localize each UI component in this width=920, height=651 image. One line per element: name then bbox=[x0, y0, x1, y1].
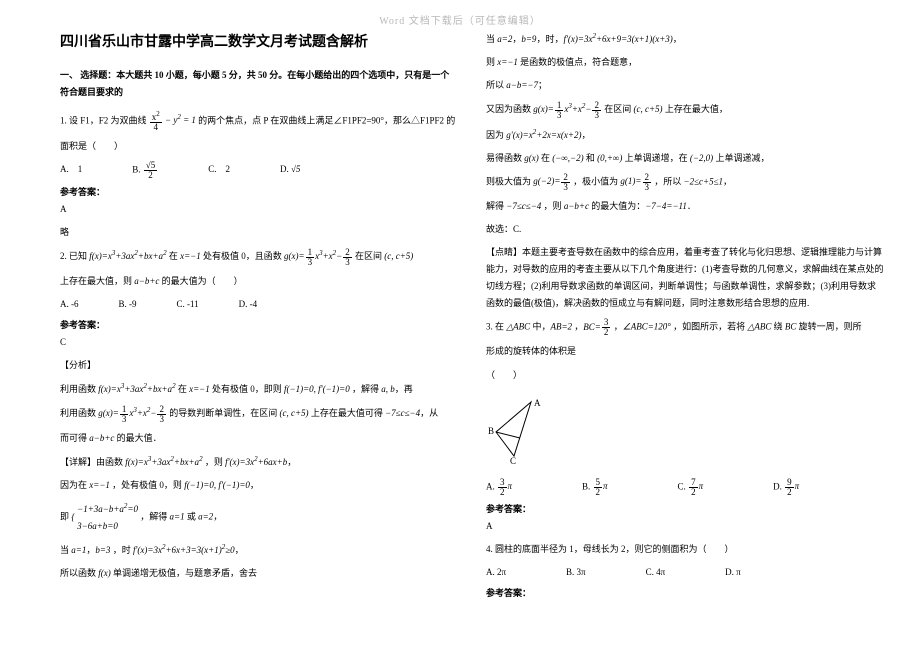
q3-line3: （ ） bbox=[486, 367, 884, 384]
vertex-c: C bbox=[510, 456, 516, 464]
q1-text-c: 面积是（ ） bbox=[60, 138, 458, 155]
r-l7: 则极大值为 g(−2)=23 ，极小值为 g(1)=23 ，所以 −2≤c+5≤… bbox=[486, 173, 884, 192]
r-l8: 解得 −7≤c≤−4 ，则 a−b+c 的最大值为：−7−4=−11． bbox=[486, 198, 884, 215]
q2-opt-c: C. -11 bbox=[177, 296, 199, 313]
page-columns: 四川省乐山市甘露中学高二数学文月考试题含解析 一、 选择题：本大题共 10 小题… bbox=[0, 0, 920, 602]
q1-answer: A bbox=[60, 201, 458, 218]
r-l1: 当 a=2，b=9，时，f'(x)=3x2+6x+9=3(x+1)(x+3)， bbox=[486, 30, 884, 48]
q1-text-b: 的两个焦点，点 P 在双曲线上满足∠F1PF2=90°，那么△F1PF2 的 bbox=[198, 115, 455, 125]
q2-d5: 所以函数 f(x) 单调递增无极值，与题意矛盾，舍去 bbox=[60, 565, 458, 582]
document-title: 四川省乐山市甘露中学高二数学文月考试题含解析 bbox=[60, 30, 458, 57]
q3-opt-a: A. 32π bbox=[486, 478, 512, 497]
q2-options: A. -6 B. -9 C. -11 D. -4 bbox=[60, 296, 458, 313]
q2-fx: f(x)=x3+3ax2+bx+a2 bbox=[89, 251, 166, 261]
r-l2: 则 x=−1 是函数的极值点，符合题意， bbox=[486, 54, 884, 71]
q3-line2: 形成的旋转体的体积是 bbox=[486, 343, 884, 360]
r-l5: 因为 g'(x)=x2+2x=x(x+2)， bbox=[486, 126, 884, 144]
q2-answer: C bbox=[60, 334, 458, 351]
q2-opt-b: B. -9 bbox=[119, 296, 137, 313]
q2-analysis-label: 【分析】 bbox=[60, 357, 458, 374]
r-note: 【点睛】本题主要考查导数在函数中的综合应用，着重考查了转化与化归思想、逻辑推理能… bbox=[486, 244, 884, 312]
q1-opt-d: D. √5 bbox=[280, 161, 300, 180]
r-l9: 故选：C. bbox=[486, 221, 884, 238]
q2-gx: g(x)=13x3+x2−23 bbox=[284, 251, 353, 261]
q2-text-b: 在 bbox=[169, 251, 180, 261]
section-heading: 一、 选择题：本大题共 10 小题，每小题 5 分，共 50 分。在每小题给出的… bbox=[60, 67, 458, 101]
q1-opt-c: C. 2 bbox=[208, 161, 230, 180]
q4-answer-label: 参考答案： bbox=[486, 585, 884, 602]
q2-opt-d: D. -4 bbox=[239, 296, 258, 313]
q2-interval: (c, c+5) bbox=[384, 251, 413, 261]
question-1: 1. 设 F1，F2 为双曲线 x24 − y2 = 1 的两个焦点，点 P 在… bbox=[60, 111, 458, 132]
question-2: 2. 已知 f(x)=x3+3ax2+bx+a2 在 x=−1 处有极值 0，且… bbox=[60, 247, 458, 266]
q2-d3: 即 { −1+3a−b+a2=03−6a+b=0 ，解得 a=1 或 a=2， bbox=[60, 500, 458, 535]
left-column: 四川省乐山市甘露中学高二数学文月考试题含解析 一、 选择题：本大题共 10 小题… bbox=[60, 30, 458, 602]
r-l4: 又因为函数 g(x)=13x3+x2−23 在区间 (c, c+5) 上存在最大… bbox=[486, 100, 884, 119]
vertex-a: A bbox=[534, 398, 541, 408]
q1-text-a: 1. 设 F1，F2 为双曲线 bbox=[60, 115, 149, 125]
q2-text-c: 处有极值 0，且函数 bbox=[203, 251, 284, 261]
q2-a1: 利用函数 f(x)=x3+3ax2+bx+a2 在 x=−1 处有极值 0，即则… bbox=[60, 380, 458, 398]
q2-opt-a: A. -6 bbox=[60, 296, 79, 313]
q3-opt-d: D. 92π bbox=[773, 478, 799, 497]
q4-options: A. 2π B. 3π C. 4π D. π bbox=[486, 564, 884, 581]
q1-opt-b: B. √52 bbox=[132, 161, 158, 180]
q1-opt-a: A. 1 bbox=[60, 161, 82, 180]
triangle-diagram: A B C bbox=[486, 394, 556, 464]
q2-a2: 利用函数 g(x)=13x3+x2−23 的导数判断单调性，在区间 (c, c+… bbox=[60, 404, 458, 423]
q3-options: A. 32π B. 52π C. 72π D. 92π bbox=[486, 478, 884, 497]
q4-opt-b: B. 3π bbox=[566, 564, 586, 581]
q3-opt-c: C. 72π bbox=[678, 478, 704, 497]
question-3: 3. 在 △ABC 中，AB=2 ，BC=32 ，∠ABC=120° ，如图所示… bbox=[486, 318, 884, 337]
watermark-text: Word 文档下载后（可任意编辑） bbox=[0, 12, 920, 27]
question-4: 4. 圆柱的底面半径为 1，母线长为 2，则它的侧面积为（ ） bbox=[486, 541, 884, 558]
q3-answer-label: 参考答案： bbox=[486, 501, 884, 518]
q1-formula-hyperbola: x24 − y2 = 1 bbox=[149, 115, 198, 125]
q4-opt-a: A. 2π bbox=[486, 564, 506, 581]
r-l3: 所以 a−b=−7； bbox=[486, 77, 884, 94]
q1-options: A. 1 B. √52 C. 2 D. √5 bbox=[60, 161, 458, 180]
q1-answer-label: 参考答案： bbox=[60, 184, 458, 201]
q2-text-d: 在区间 bbox=[355, 251, 384, 261]
q2-x-neg1: x=−1 bbox=[180, 251, 201, 261]
q3-opt-b: B. 52π bbox=[582, 478, 608, 497]
q3-answer: A bbox=[486, 518, 884, 535]
vertex-b: B bbox=[488, 426, 494, 436]
q2-line2: 上存在最大值，则 a−b+c 的最大值为（ ） bbox=[60, 273, 458, 290]
q2-a3: 而可得 a−b+c 的最大值． bbox=[60, 430, 458, 447]
q2-d2: 因为在 x=−1 ，处有极值 0，则 f(−1)=0, f'(−1)=0， bbox=[60, 477, 458, 494]
q2-d4: 当 a=1，b=3 ，时 f'(x)=3x2+6x+3=3(x+1)2≥0， bbox=[60, 541, 458, 559]
q2-answer-label: 参考答案： bbox=[60, 317, 458, 334]
r-l6: 易得函数 g(x) 在 (−∞,−2) 和 (0,+∞) 上单调递增，在 (−2… bbox=[486, 150, 884, 167]
q2-text-a: 2. 已知 bbox=[60, 251, 89, 261]
right-column: 当 a=2，b=9，时，f'(x)=3x2+6x+9=3(x+1)(x+3)， … bbox=[486, 30, 884, 602]
q2-d1: 【详解】由函数 f(x)=x3+3ax2+bx+a2 ，则 f'(x)=3x2+… bbox=[60, 453, 458, 471]
q1-note: 略 bbox=[60, 224, 458, 241]
q4-opt-d: D. π bbox=[725, 564, 741, 581]
q4-opt-c: C. 4π bbox=[646, 564, 666, 581]
